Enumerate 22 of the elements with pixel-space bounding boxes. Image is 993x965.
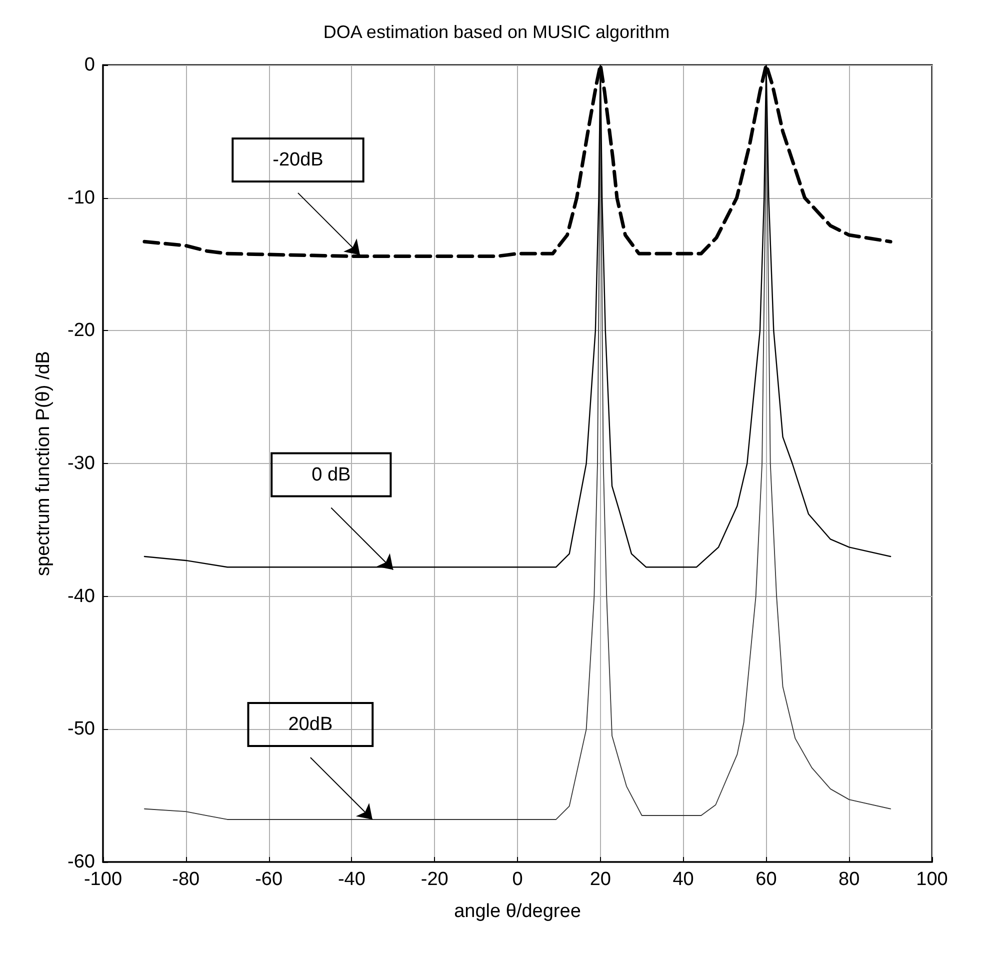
y-tick-label: -10 (68, 187, 95, 208)
x-tick-label: 60 (756, 869, 777, 890)
x-axis-title: angle θ/degree (454, 901, 581, 922)
x-tick-label: -20 (420, 869, 448, 890)
annotation: 0 dB (312, 464, 351, 486)
x-tick-label: 0 (512, 869, 523, 890)
x-tick-label: 20 (590, 869, 611, 890)
x-tick-label: 100 (916, 869, 948, 890)
x-tick-label: 40 (672, 869, 694, 890)
annotation: 20dB (288, 714, 333, 735)
x-tick-label: 80 (838, 869, 860, 890)
x-tick-label: -40 (338, 869, 366, 890)
x-tick-label: -60 (255, 869, 283, 890)
x-tick-label: -80 (172, 869, 200, 890)
y-tick-label: -40 (68, 586, 95, 607)
y-axis-title: spectrum function P(θ) /dB (33, 351, 54, 576)
y-tick-label: -20 (68, 320, 95, 342)
annotation: -20dB (272, 149, 324, 170)
y-tick-label: -30 (68, 453, 95, 474)
y-tick-label: -50 (68, 718, 95, 740)
y-tick-label: 0 (84, 54, 95, 76)
chart-title: DOA estimation based on MUSIC algorithm (323, 22, 670, 42)
